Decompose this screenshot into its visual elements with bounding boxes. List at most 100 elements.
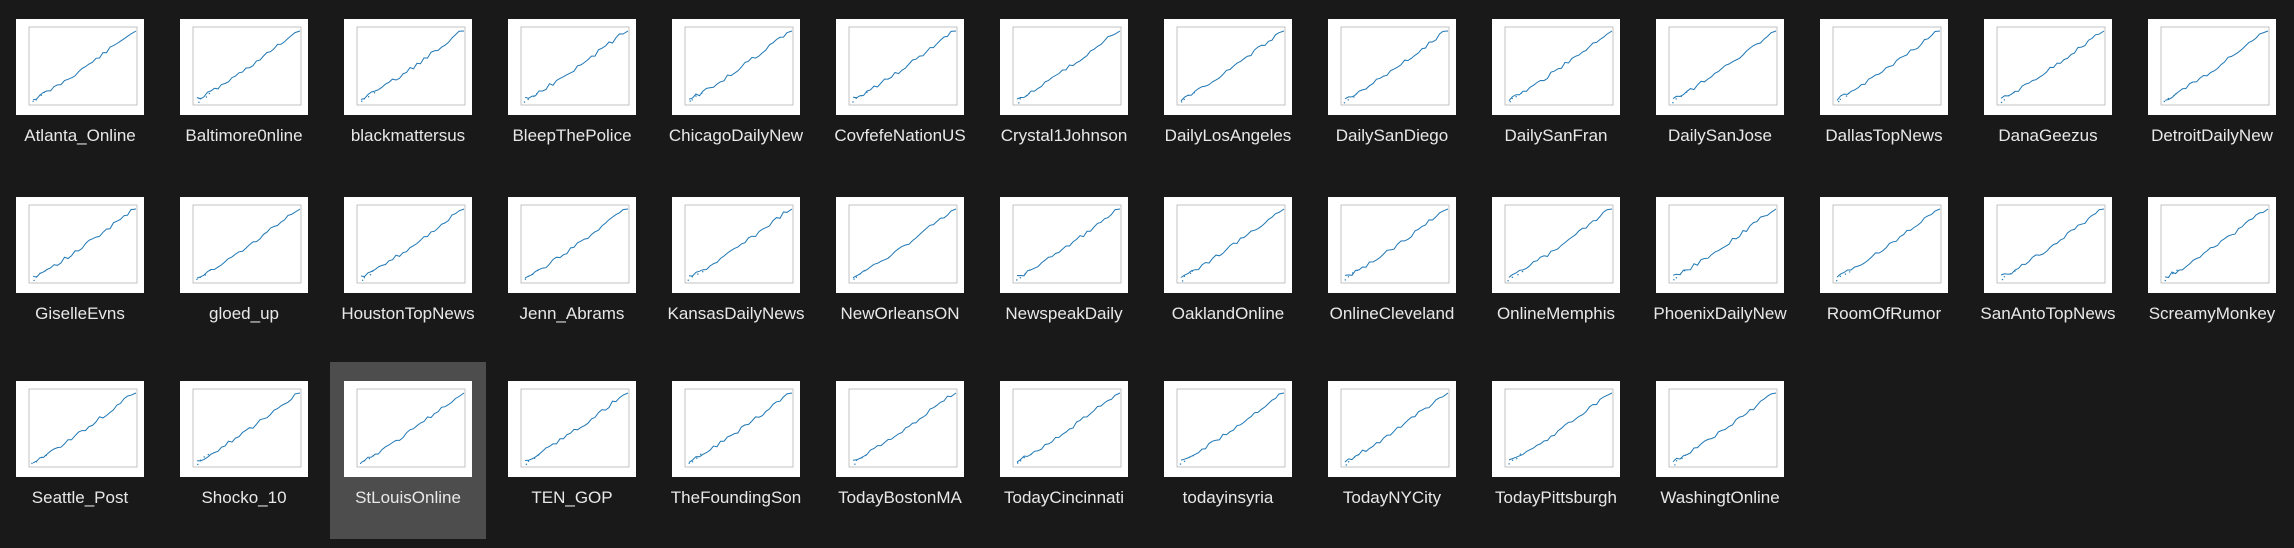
file-item[interactable]: DanaGeezus: [1970, 0, 2126, 177]
plot-point: [2014, 270, 2016, 272]
file-item[interactable]: OnlineCleveland: [1314, 178, 1470, 355]
file-name-label: PhoenixDailyNew: [1653, 304, 1787, 323]
plot-point: [1180, 101, 1183, 103]
file-item[interactable]: ChicagoDailyNew: [658, 0, 814, 177]
file-item[interactable]: DailySanJose: [1642, 0, 1798, 177]
plot-point: [1844, 273, 1847, 275]
file-name-label: ChicagoDailyNew: [668, 126, 804, 145]
plot-thumbnail: [16, 381, 144, 477]
file-item[interactable]: Jenn_Abrams: [494, 178, 650, 355]
plot-line: [1016, 208, 1121, 277]
file-item[interactable]: TodayNYCity: [1314, 362, 1470, 539]
plot-thumbnail-image: [1832, 26, 1942, 106]
file-item[interactable]: Seattle_Post: [2, 362, 158, 539]
plot-thumbnail-image: [356, 204, 466, 284]
file-item[interactable]: ScreamyMonkey: [2134, 178, 2290, 355]
plot-line: [2164, 30, 2269, 101]
plot-axes-frame: [684, 388, 794, 468]
plot-thumbnail: [1820, 19, 1948, 115]
file-item[interactable]: DailyLosAngeles: [1150, 0, 1306, 177]
plot-point: [853, 278, 855, 280]
plot-point: [1845, 95, 1848, 97]
file-item[interactable]: TodayPittsburgh: [1478, 362, 1634, 539]
file-item[interactable]: Baltimore0nline: [166, 0, 322, 177]
file-item[interactable]: DetroitDailyNew: [2134, 0, 2290, 177]
file-name-label: RoomOfRumor: [1826, 304, 1942, 323]
plot-line: [688, 30, 793, 100]
plot-thumbnail: [836, 197, 964, 293]
plot-thumbnail-image: [28, 388, 138, 468]
plot-line: [1836, 208, 1941, 278]
plot-point: [1023, 456, 1025, 459]
plot-line: [1016, 392, 1121, 463]
plot-point: [695, 95, 697, 97]
file-item[interactable]: PhoenixDailyNew: [1642, 178, 1798, 355]
file-item[interactable]: TodayBostonMA: [822, 362, 978, 539]
plot-point: [1356, 269, 1358, 272]
plot-thumbnail-image: [1996, 204, 2106, 284]
plot-point: [1353, 96, 1355, 98]
plot-axes-frame: [2160, 26, 2270, 106]
plot-point: [527, 460, 530, 462]
plot-line: [1344, 30, 1449, 100]
file-item[interactable]: GiselleEvns: [2, 178, 158, 355]
plot-point: [1511, 276, 1514, 278]
file-item[interactable]: DailySanDiego: [1314, 0, 1470, 177]
plot-point: [363, 98, 365, 100]
file-item[interactable]: WashingtOnline: [1642, 362, 1798, 539]
file-item[interactable]: RoomOfRumor: [1806, 178, 1962, 355]
file-item[interactable]: NewspeakDaily: [986, 178, 1142, 355]
plot-point: [1024, 272, 1026, 275]
plot-point: [700, 453, 702, 455]
plot-line: [1508, 392, 1613, 461]
plot-point: [2008, 95, 2010, 97]
file-item[interactable]: TodayCincinnati: [986, 362, 1142, 539]
file-item[interactable]: DallasTopNews: [1806, 0, 1962, 177]
plot-point: [363, 277, 365, 279]
file-item[interactable]: BleepThePolice: [494, 0, 650, 177]
file-name-label: Atlanta_Online: [24, 126, 136, 145]
plot-point: [1517, 274, 1519, 276]
file-item[interactable]: Crystal1Johnson: [986, 0, 1142, 177]
file-item[interactable]: TEN_GOP: [494, 362, 650, 539]
plot-line: [360, 392, 465, 464]
file-item[interactable]: NewOrleansON: [822, 178, 978, 355]
file-item[interactable]: Shocko_10: [166, 362, 322, 539]
file-item[interactable]: gloed_up: [166, 178, 322, 355]
plot-point: [199, 97, 201, 100]
file-item[interactable]: HoustonTopNews: [330, 178, 486, 355]
file-item[interactable]: KansasDailyNews: [658, 178, 814, 355]
plot-line: [1672, 30, 1777, 100]
file-item[interactable]: CovfefeNationUS: [822, 0, 978, 177]
plot-point: [1025, 94, 1028, 97]
plot-thumbnail-image: [1176, 26, 1286, 106]
plot-thumbnail-image: [848, 26, 958, 106]
file-item[interactable]: StLouisOnline: [330, 362, 486, 539]
file-item[interactable]: SanAntoTopNews: [1970, 178, 2126, 355]
file-name-label: TodayNYCity: [1342, 488, 1442, 507]
plot-line: [360, 208, 465, 278]
plot-point: [1838, 100, 1840, 103]
file-item[interactable]: todayinsyria: [1150, 362, 1306, 539]
file-name-label: TodayCincinnati: [1003, 488, 1124, 507]
file-item[interactable]: TheFoundingSon: [658, 362, 814, 539]
file-item[interactable]: DailySanFran: [1478, 0, 1634, 177]
file-item[interactable]: blackmattersus: [330, 0, 486, 177]
plot-thumbnail: [1000, 381, 1128, 477]
file-item[interactable]: OnlineMemphis: [1478, 178, 1634, 355]
plot-point: [1347, 276, 1350, 278]
plot-axes-frame: [28, 388, 138, 468]
plot-point: [39, 272, 41, 274]
plot-axes-frame: [1012, 26, 1122, 106]
plot-line: [1344, 208, 1449, 276]
plot-point: [1016, 279, 1018, 281]
plot-point: [2167, 97, 2169, 100]
file-item[interactable]: Atlanta_Online: [2, 0, 158, 177]
plot-thumbnail-image: [192, 388, 302, 468]
plot-thumbnail: [1000, 19, 1128, 115]
plot-point: [1030, 453, 1032, 456]
plot-thumbnail-image: [356, 26, 466, 106]
file-item[interactable]: OaklandOnline: [1150, 178, 1306, 355]
plot-point: [697, 273, 699, 275]
plot-point: [536, 269, 539, 272]
